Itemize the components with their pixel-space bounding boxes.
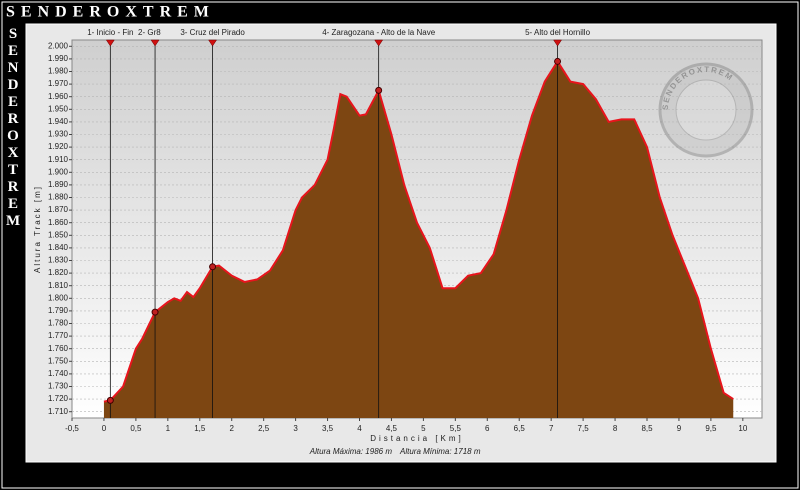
x-tick-label: 6 (485, 424, 490, 433)
y-tick-label: 1.930 (48, 130, 69, 139)
waypoint-point (554, 57, 562, 65)
x-tick-label: 4,5 (386, 424, 398, 433)
y-tick-label: 1.730 (48, 382, 69, 391)
x-tick-label: 7 (549, 424, 554, 433)
footer: Altura Mínima: 1718 m (399, 447, 481, 456)
waypoint-point (106, 396, 114, 404)
waypoint-flag (374, 39, 384, 47)
waypoint-point (151, 308, 159, 316)
y-tick-label: 2.000 (48, 41, 69, 50)
x-tick-label: 5,5 (450, 424, 462, 433)
x-tick-label: 10 (738, 424, 747, 433)
y-axis-title: Altura Track [m] (33, 185, 42, 273)
waypoint-label: 2- Gr8 (138, 28, 161, 37)
y-tick-label: 1.800 (48, 293, 69, 302)
x-tick-label: 0,5 (130, 424, 142, 433)
footer: Altura Máxima: 1986 m (309, 447, 393, 456)
x-tick-label: 2 (229, 424, 234, 433)
y-tick-label: 1.840 (48, 243, 69, 252)
y-tick-label: 1.710 (48, 407, 69, 416)
x-tick-label: 7,5 (578, 424, 590, 433)
waypoint-label: 5- Alto del Hornillo (525, 28, 590, 37)
y-tick-label: 1.980 (48, 67, 69, 76)
x-axis-title: Distancia [Km] (370, 434, 464, 443)
area (103, 61, 734, 419)
chart-title: SENDEROXTREM (6, 4, 215, 21)
x-tick-label: 9,5 (705, 424, 717, 433)
waypoint-flag (150, 39, 160, 47)
waypoint-point (209, 263, 217, 271)
y-tick-label: 1.830 (48, 256, 69, 265)
y-tick-label: 1.810 (48, 281, 69, 290)
waypoint-label: 1- Inicio - Fin (87, 28, 133, 37)
y-tick-label: 1.750 (48, 356, 69, 365)
y-tick-label: 1.740 (48, 369, 69, 378)
y-tick-label: 1.940 (48, 117, 69, 126)
y-tick-label: 1.900 (48, 167, 69, 176)
x-tick-label: 3,5 (322, 424, 334, 433)
x-tick-label: 3 (293, 424, 298, 433)
waypoint-flag (553, 39, 563, 47)
waypoint-flag (105, 39, 115, 47)
y-tick-label: 1.990 (48, 54, 69, 63)
waypoint-point (375, 86, 383, 94)
y-tick-label: 1.950 (48, 104, 69, 113)
y-tick-label: 1.760 (48, 344, 69, 353)
y-tick-label: 1.960 (48, 92, 69, 101)
y-tick-label: 1.970 (48, 79, 69, 88)
y-tick-label: 1.720 (48, 394, 69, 403)
y-tick-label: 1.920 (48, 142, 69, 151)
x-tick-label: 6,5 (514, 424, 526, 433)
y-tick-label: 1.850 (48, 230, 69, 239)
y-tick-label: 1.780 (48, 319, 69, 328)
x-tick-label: 9 (677, 424, 682, 433)
x-tick-label: 8 (613, 424, 618, 433)
y-tick-label: 1.870 (48, 205, 69, 214)
y-tick-label: 1.910 (48, 155, 69, 164)
waypoint-label: 4- Zaragozana - Alto de la Nave (322, 28, 436, 37)
x-tick-label: 1,5 (194, 424, 206, 433)
side-title: SENDEROXTREM (6, 26, 21, 229)
x-tick-label: 2,5 (258, 424, 270, 433)
logo: SENDEROXTREM (658, 62, 754, 158)
y-tick-label: 1.890 (48, 180, 69, 189)
x-tick-label: 1 (166, 424, 171, 433)
x-tick-label: 5 (421, 424, 426, 433)
y-tick-label: 1.790 (48, 306, 69, 315)
waypoint-flag (208, 39, 218, 47)
y-tick-label: 1.880 (48, 193, 69, 202)
y-tick-label: 1.860 (48, 218, 69, 227)
x-tick-label: 4 (357, 424, 362, 433)
x-tick-label: 8,5 (641, 424, 653, 433)
x-tick-label: -0,5 (65, 424, 79, 433)
y-tick-label: 1.820 (48, 268, 69, 277)
x-tick-label: 0 (102, 424, 107, 433)
waypoint-label: 3- Cruz del Pirado (180, 28, 245, 37)
y-tick-label: 1.770 (48, 331, 69, 340)
